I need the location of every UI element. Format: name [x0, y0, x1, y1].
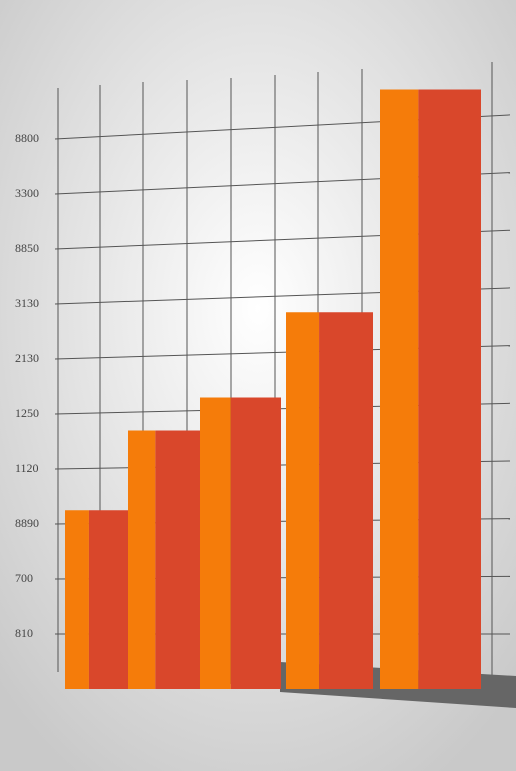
y-tick-label: 8800 — [15, 131, 39, 145]
y-tick-label: 2130 — [15, 351, 39, 365]
bar-side — [155, 430, 200, 689]
bar — [286, 312, 373, 689]
y-tick-label: 1250 — [15, 406, 39, 420]
bar-side — [88, 510, 128, 689]
y-tick-label: 8890 — [15, 516, 39, 530]
bar-side — [319, 312, 373, 689]
bar-side — [418, 89, 481, 689]
y-tick-label: 8850 — [15, 241, 39, 255]
bar-side — [230, 397, 281, 689]
y-tick-label: 810 — [15, 626, 33, 640]
bar-front — [380, 89, 419, 689]
y-tick-label: 3130 — [15, 296, 39, 310]
y-tick-label: 1120 — [15, 461, 39, 475]
bar-front — [200, 397, 231, 689]
y-tick-label: 700 — [15, 571, 33, 585]
bar — [128, 430, 200, 689]
bar — [380, 89, 481, 689]
bar-front — [65, 510, 89, 689]
bar-front — [128, 430, 156, 689]
bar — [200, 397, 281, 689]
bar-front — [286, 312, 320, 689]
y-tick-label: 3300 — [15, 186, 39, 200]
bar — [65, 510, 128, 689]
